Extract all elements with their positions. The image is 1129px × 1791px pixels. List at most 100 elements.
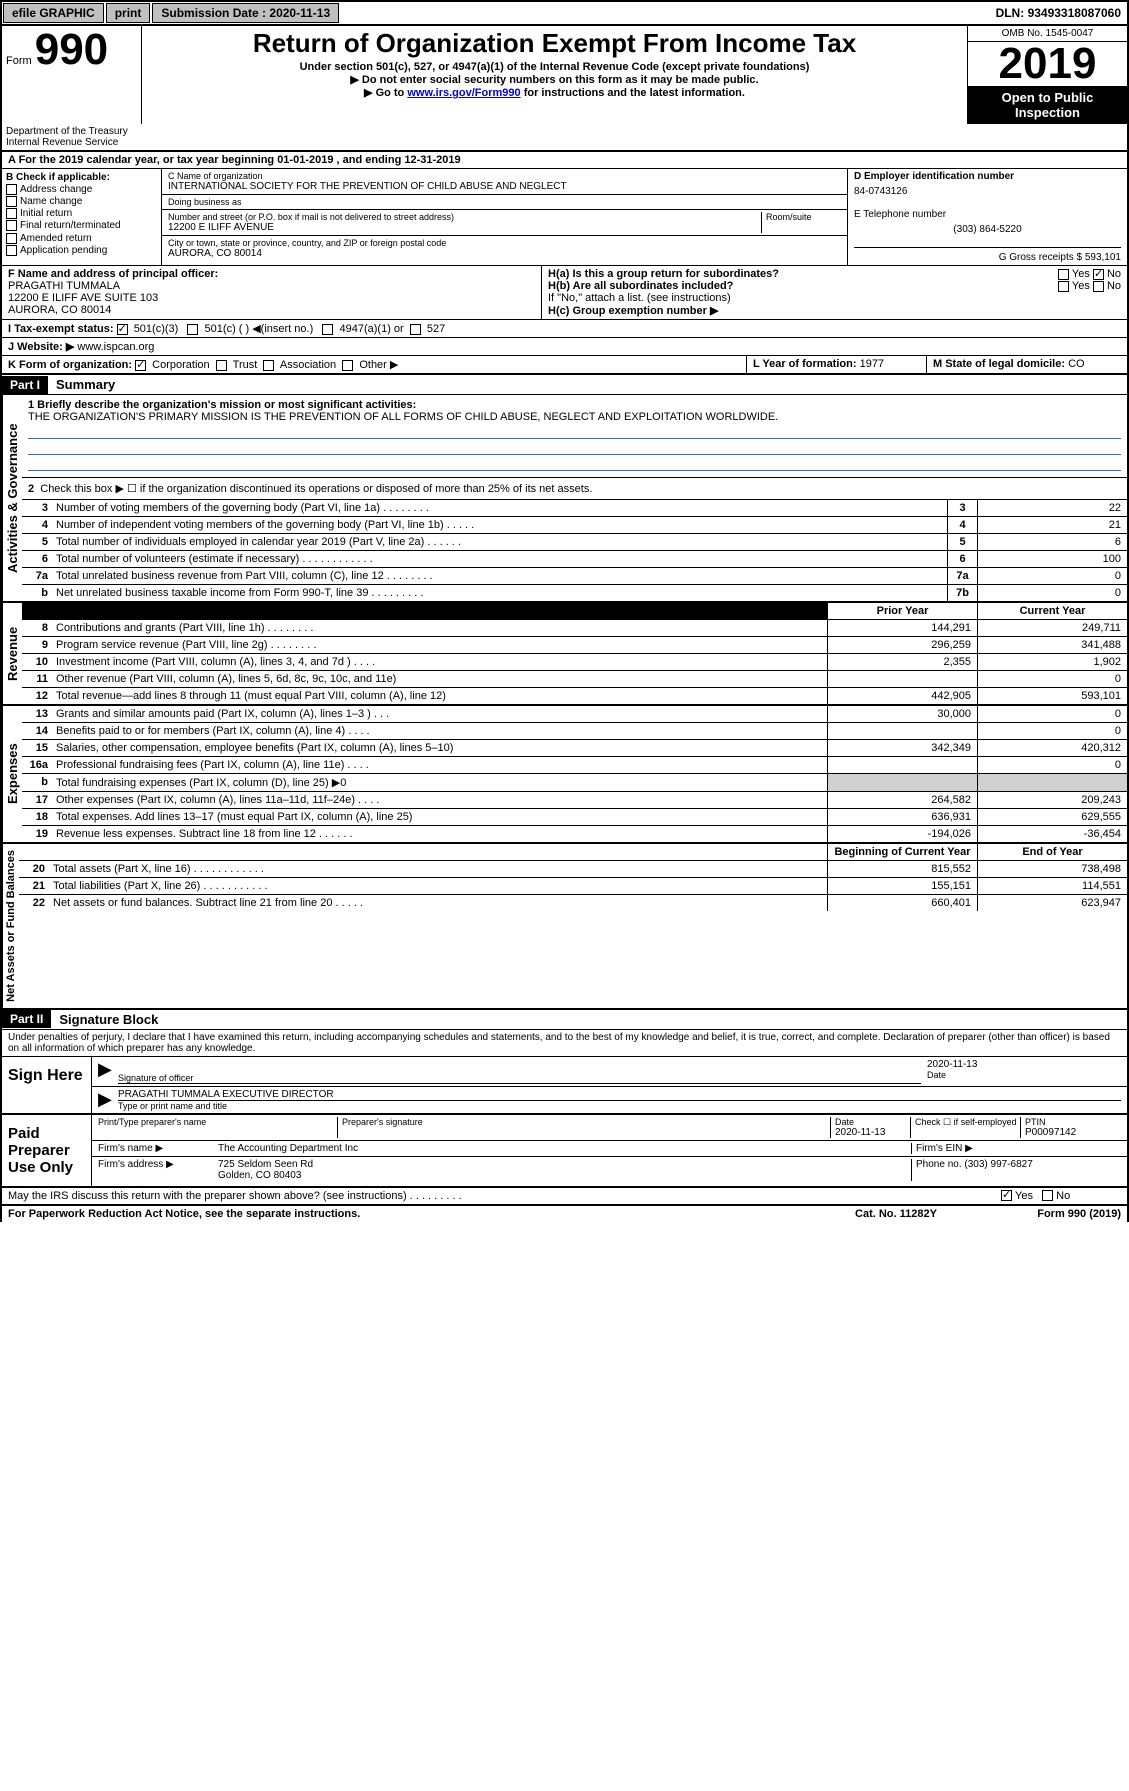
line-num: 18	[22, 809, 52, 825]
end-year-header: End of Year	[977, 844, 1127, 860]
netassets-lines: 20Total assets (Part X, line 16) . . . .…	[19, 861, 1127, 911]
discuss-no-cb[interactable]	[1042, 1190, 1053, 1201]
cb-final-return[interactable]: Final return/terminated	[6, 220, 157, 231]
form-number: 990	[35, 25, 108, 74]
dln-box: DLN: 93493318087060	[990, 4, 1127, 22]
ha-label: H(a) Is this a group return for subordin…	[548, 268, 779, 280]
current-value: 738,498	[977, 861, 1127, 877]
current-value: 1,902	[977, 654, 1127, 670]
current-value: 341,488	[977, 637, 1127, 653]
part-2-header: Part II Signature Block	[0, 1010, 1129, 1030]
cb-other[interactable]	[342, 360, 353, 371]
line-box: 7b	[947, 585, 977, 601]
phone-value: (303) 864-5220	[854, 224, 1121, 235]
firm-phone-value: (303) 997-6827	[964, 1159, 1032, 1170]
cb-501c3[interactable]	[117, 324, 128, 335]
cb-amended-return[interactable]: Amended return	[6, 233, 157, 244]
ha-no-cb[interactable]	[1093, 269, 1104, 280]
mission-underline	[28, 441, 1121, 455]
part-1-label: Part I	[2, 376, 48, 394]
governance-section: Activities & Governance 1 Briefly descri…	[0, 395, 1129, 603]
row-f-h: F Name and address of principal officer:…	[0, 266, 1129, 320]
open-to-public: Open to Public Inspection	[968, 86, 1127, 124]
hb-yes-cb[interactable]	[1058, 281, 1069, 292]
line-num: 4	[22, 517, 52, 533]
submission-date-value: 2020-11-13	[269, 6, 330, 20]
line-num: 22	[19, 895, 49, 911]
cb-address-change[interactable]: Address change	[6, 184, 157, 195]
line-box: 5	[947, 534, 977, 550]
hb-no-cb[interactable]	[1093, 281, 1104, 292]
current-value: 593,101	[977, 688, 1127, 704]
prep-date-value: 2020-11-13	[835, 1127, 910, 1138]
table-row: 17Other expenses (Part IX, column (A), l…	[22, 792, 1127, 809]
prior-value: 342,349	[827, 740, 977, 756]
line-desc: Total liabilities (Part X, line 26) . . …	[49, 878, 827, 894]
dept-row: Department of the Treasury Internal Reve…	[0, 124, 1129, 152]
cb-4947[interactable]	[322, 324, 333, 335]
box-deg: D Employer identification number 84-0743…	[847, 169, 1127, 265]
table-row: 10Investment income (Part VIII, column (…	[22, 654, 1127, 671]
sig-date-value: 2020-11-13	[927, 1059, 1121, 1070]
firm-addr-label: Firm's address ▶	[98, 1159, 218, 1181]
line-num: 17	[22, 792, 52, 808]
form-number-box: Form 990	[2, 26, 142, 124]
mission-text: THE ORGANIZATION'S PRIMARY MISSION IS TH…	[28, 411, 1121, 423]
page-footer: For Paperwork Reduction Act Notice, see …	[0, 1206, 1129, 1222]
box-h: H(a) Is this a group return for subordin…	[542, 266, 1127, 319]
prior-value: 155,151	[827, 878, 977, 894]
prior-value: 264,582	[827, 792, 977, 808]
table-row: 15Salaries, other compensation, employee…	[22, 740, 1127, 757]
cb-corporation[interactable]	[135, 360, 146, 371]
line-num: 11	[22, 671, 52, 687]
prior-value: 2,355	[827, 654, 977, 670]
form-label: Form	[6, 55, 32, 67]
box-c: C Name of organization INTERNATIONAL SOC…	[162, 169, 847, 265]
efile-graphic-button[interactable]: efile GRAPHIC	[3, 3, 104, 23]
line-val: 21	[977, 517, 1127, 533]
year-box: OMB No. 1545-0047 2019 Open to Public In…	[967, 26, 1127, 124]
netassets-section: Net Assets or Fund Balances Beginning of…	[0, 844, 1129, 1010]
ha-yes-cb[interactable]	[1058, 269, 1069, 280]
part-1-title: Summary	[48, 375, 123, 394]
current-value: 0	[977, 706, 1127, 722]
cb-initial-return[interactable]: Initial return	[6, 208, 157, 219]
table-row: 11Other revenue (Part VIII, column (A), …	[22, 671, 1127, 688]
instructions-link[interactable]: www.irs.gov/Form990	[407, 87, 520, 99]
top-toolbar: efile GRAPHIC print Submission Date : 20…	[0, 0, 1129, 26]
cb-name-change[interactable]: Name change	[6, 196, 157, 207]
current-value: 0	[977, 671, 1127, 687]
prep-sig-label: Preparer's signature	[342, 1117, 830, 1127]
line-desc: Total number of individuals employed in …	[52, 534, 947, 550]
cb-trust[interactable]	[216, 360, 227, 371]
mission-underline	[28, 425, 1121, 439]
line-val: 100	[977, 551, 1127, 567]
line-desc: Total assets (Part X, line 16) . . . . .…	[49, 861, 827, 877]
check-self-employed[interactable]: Check ☐ if self-employed	[911, 1117, 1021, 1138]
prior-value	[827, 757, 977, 773]
line-num: 16a	[22, 757, 52, 773]
prior-value: 296,259	[827, 637, 977, 653]
line-box: 4	[947, 517, 977, 533]
table-row: 19Revenue less expenses. Subtract line 1…	[22, 826, 1127, 842]
expenses-section: Expenses 13Grants and similar amounts pa…	[0, 706, 1129, 844]
officer-addr1: 12200 E ILIFF AVE SUITE 103	[8, 292, 535, 304]
line-desc: Number of voting members of the governin…	[52, 500, 947, 516]
line-desc: Total fundraising expenses (Part IX, col…	[52, 774, 827, 791]
print-button[interactable]: print	[106, 3, 151, 23]
box-f: F Name and address of principal officer:…	[2, 266, 542, 319]
discuss-yes-cb[interactable]	[1001, 1190, 1012, 1201]
sign-here-section: Sign Here ▶ Signature of officer 2020-11…	[0, 1057, 1129, 1115]
form-title: Return of Organization Exempt From Incom…	[148, 28, 961, 59]
cb-527[interactable]	[410, 324, 421, 335]
current-value: 0	[977, 757, 1127, 773]
perjury-text: Under penalties of perjury, I declare th…	[0, 1030, 1129, 1057]
cb-501c[interactable]	[187, 324, 198, 335]
current-value: -36,454	[977, 826, 1127, 842]
current-value: 0	[977, 723, 1127, 739]
cb-association[interactable]	[263, 360, 274, 371]
line-val: 22	[977, 500, 1127, 516]
cb-application-pending[interactable]: Application pending	[6, 245, 157, 256]
officer-name: PRAGATHI TUMMALA	[8, 280, 535, 292]
current-value: 420,312	[977, 740, 1127, 756]
